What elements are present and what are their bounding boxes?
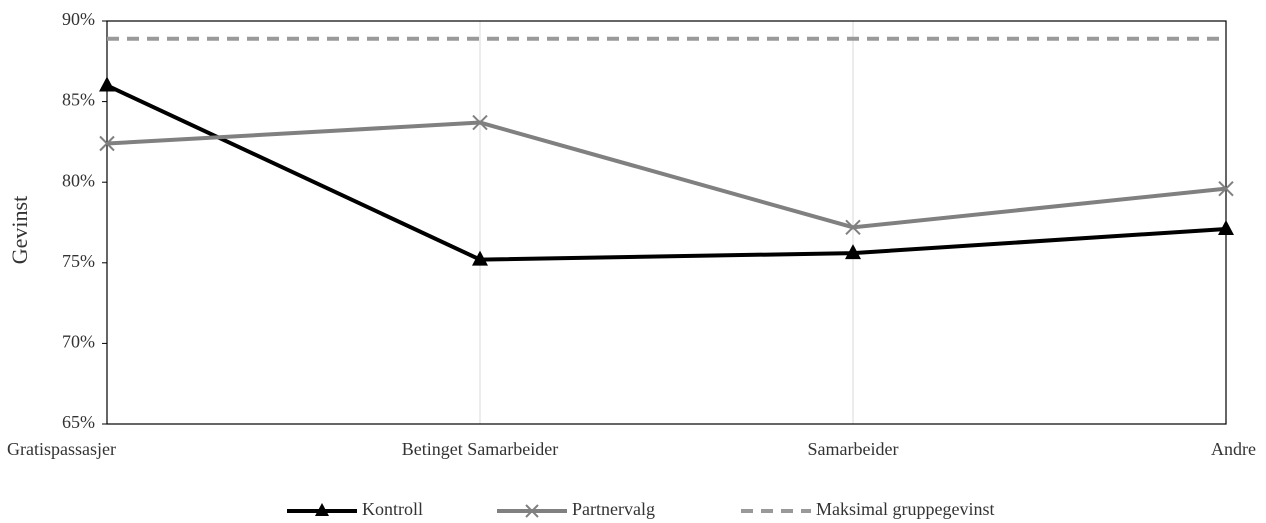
y-axis-label: Gevinst	[7, 196, 32, 264]
y-tick-label: 90%	[62, 9, 95, 29]
point-marker	[1218, 219, 1234, 235]
plot-frame	[106, 20, 1227, 425]
x-tick-label: Gratispassasjer	[7, 439, 116, 459]
series-line	[106, 120, 1227, 230]
x-tick-label: Betinget Samarbeider	[402, 439, 558, 459]
point-marker	[472, 250, 488, 266]
point-marker	[1218, 180, 1234, 197]
y-tick-label: 75%	[62, 251, 95, 271]
legend-label: Partnervalg	[572, 499, 655, 519]
point-marker	[845, 219, 861, 236]
point-marker	[472, 114, 488, 131]
y-tick-label: 85%	[62, 90, 95, 110]
y-tick-label: 80%	[62, 170, 95, 190]
legend-label: Maksimal gruppegevinst	[816, 499, 994, 519]
x-tick-label: Samarbeider	[808, 439, 899, 459]
y-tick-label: 65%	[62, 412, 95, 432]
y-tick-label: 70%	[62, 332, 95, 352]
point-marker	[845, 244, 861, 260]
legend-label: Kontroll	[362, 499, 423, 519]
legend-marker	[315, 503, 329, 516]
point-marker	[99, 135, 115, 152]
series-line	[106, 83, 1227, 262]
point-marker	[99, 76, 115, 92]
legend-marker	[525, 504, 539, 518]
x-tick-label: Andre	[1211, 439, 1256, 459]
